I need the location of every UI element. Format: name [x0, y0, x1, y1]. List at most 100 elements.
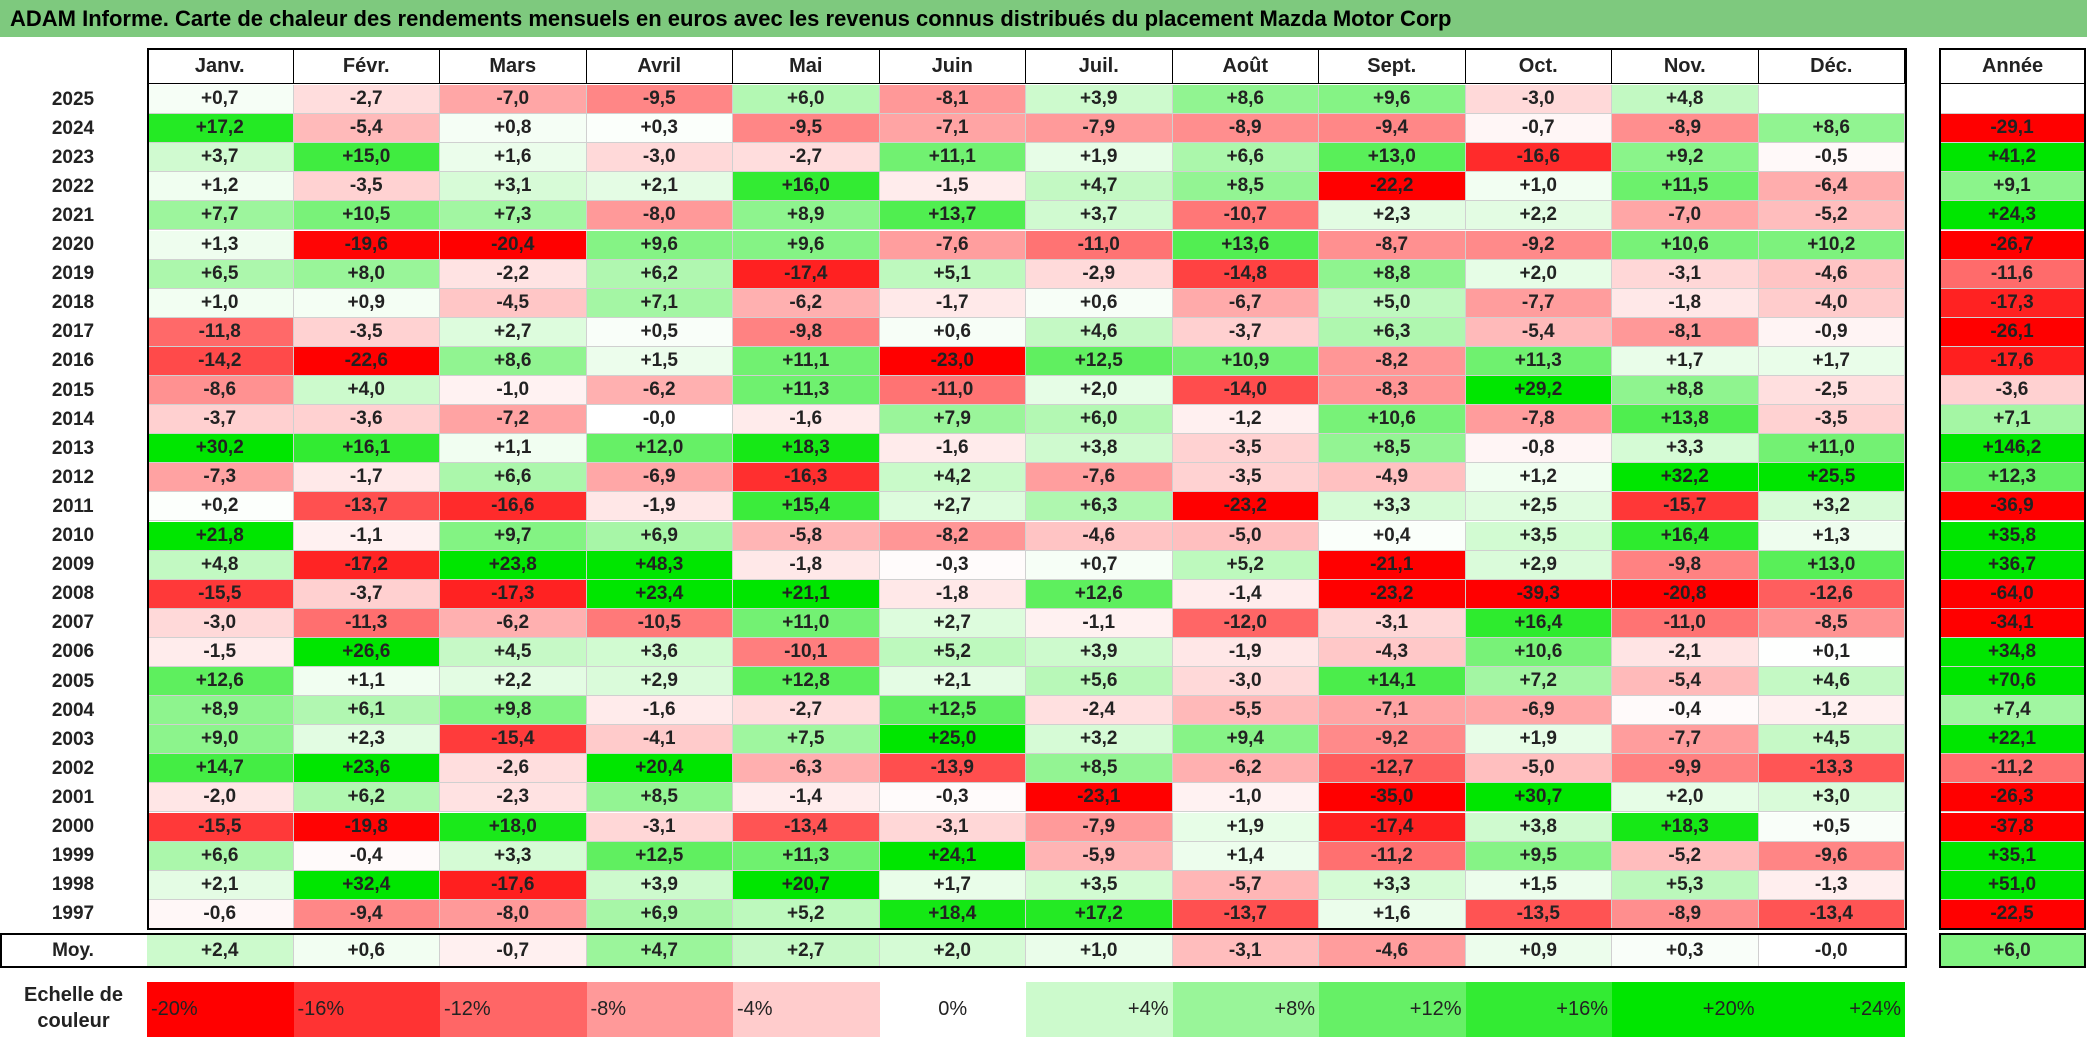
year-label: 1999: [51, 845, 95, 867]
scale-label-line1: Echelle de: [24, 984, 123, 1006]
heatmap-cell: +1,1: [293, 667, 440, 697]
heatmap-cell: -4,6: [1758, 259, 1905, 289]
heatmap-cell: +3,3: [1612, 434, 1759, 464]
heatmap-cell: +3,3: [440, 841, 587, 871]
heatmap-cell: +3,5: [1465, 521, 1612, 551]
heatmap-cell: +6,6: [147, 841, 294, 871]
heatmap-cell: +3,7: [1026, 201, 1173, 231]
annual-cell: +9,1: [1939, 172, 2086, 202]
heatmap-cell: -1,2: [1758, 696, 1905, 726]
heatmap-cell: -2,5: [1758, 376, 1905, 406]
heatmap-cell: +24,1: [879, 841, 1026, 871]
heatmap-cell: +12,6: [147, 667, 294, 697]
heatmap-cell: -7,9: [1026, 812, 1173, 842]
heatmap-cell: +16,1: [293, 434, 440, 464]
heatmap-cell: +0,6: [879, 317, 1026, 347]
heatmap-cell: -17,4: [733, 259, 880, 289]
heatmap-cell: -14,8: [1172, 259, 1319, 289]
heatmap-cell: -3,1: [1612, 259, 1759, 289]
heatmap-cell: -5,9: [1026, 841, 1173, 871]
heatmap-cell: +13,0: [1758, 550, 1905, 580]
month-header: Sept.: [1319, 48, 1466, 84]
heatmap-cell: +7,3: [440, 201, 587, 231]
heatmap-cell: -2,6: [440, 754, 587, 784]
heatmap-cell: -5,2: [1612, 841, 1759, 871]
heatmap-cell: +6,9: [586, 521, 733, 551]
heatmap-cell: +12,8: [733, 667, 880, 697]
heatmap-cell: +11,1: [733, 346, 880, 376]
average-cell: +2,7: [733, 935, 880, 967]
heatmap-cell: -1,6: [733, 405, 880, 435]
heatmap-cell: -0,7: [1465, 114, 1612, 144]
heatmap-cell: -9,6: [1758, 841, 1905, 871]
year-label: 2023: [51, 146, 95, 168]
heatmap-cell: +1,3: [147, 230, 294, 260]
heatmap-cell: -17,4: [1319, 812, 1466, 842]
heatmap-cell: +0,8: [440, 114, 587, 144]
heatmap-cell: +8,6: [1758, 114, 1905, 144]
annual-cell: +7,1: [1939, 405, 2086, 435]
heatmap-cell: +13,6: [1172, 230, 1319, 260]
heatmap-cell: +1,5: [1465, 870, 1612, 900]
heatmap-cell: +11,0: [733, 608, 880, 638]
heatmap-cell: +8,6: [1172, 85, 1319, 115]
annual-cell: +22,1: [1939, 725, 2086, 755]
heatmap-cell: -3,7: [1172, 317, 1319, 347]
heatmap-cell: +9,6: [586, 230, 733, 260]
heatmap-cell: +4,8: [1612, 85, 1759, 115]
annual-cell: +36,7: [1939, 550, 2086, 580]
heatmap-cell: +5,2: [879, 637, 1026, 667]
heatmap-cell: -0,3: [879, 550, 1026, 580]
heatmap-cell: +26,6: [293, 637, 440, 667]
heatmap-cell: -13,5: [1465, 899, 1612, 929]
annual-cell: +41,2: [1939, 143, 2086, 173]
heatmap-cell: +3,7: [147, 143, 294, 173]
heatmap-cell: -7,7: [1465, 288, 1612, 318]
average-cell: -0,7: [440, 935, 587, 967]
chart-title: ADAM Informe. Carte de chaleur des rende…: [0, 0, 2087, 37]
heatmap-cell: +2,1: [586, 172, 733, 202]
heatmap-cell: +5,2: [733, 899, 880, 929]
heatmap-cell: +3,1: [440, 172, 587, 202]
heatmap-cell: +6,0: [1026, 405, 1173, 435]
heatmap-cell: +8,8: [1612, 376, 1759, 406]
heatmap-cell: -8,3: [1319, 376, 1466, 406]
heatmap-cell: +5,6: [1026, 667, 1173, 697]
heatmap-cell: -1,0: [1172, 783, 1319, 813]
heatmap-cell: +2,1: [879, 667, 1026, 697]
heatmap-cell: +2,1: [147, 870, 294, 900]
heatmap-cell: +3,3: [1319, 492, 1466, 522]
scale-step: -16%: [293, 982, 440, 1037]
average-cell: -0,0: [1758, 935, 1905, 967]
heatmap-cell: +16,4: [1465, 608, 1612, 638]
heatmap-cell: +3,0: [1758, 783, 1905, 813]
heatmap-cell: -7,6: [879, 230, 1026, 260]
heatmap-cell: -8,9: [1612, 114, 1759, 144]
heatmap-cell: +9,4: [1172, 725, 1319, 755]
heatmap-cell: +7,7: [147, 201, 294, 231]
year-label: 2011: [52, 495, 94, 517]
heatmap-cell: -4,5: [440, 288, 587, 318]
heatmap-cell: -19,8: [293, 812, 440, 842]
heatmap-cell: -1,6: [586, 696, 733, 726]
year-label: 1998: [51, 874, 95, 896]
heatmap-cell: -5,5: [1172, 696, 1319, 726]
month-header: Janv.: [147, 48, 294, 84]
annual-cell: -29,1: [1939, 114, 2086, 144]
heatmap-cell: +48,3: [586, 550, 733, 580]
month-header: Oct.: [1465, 48, 1612, 84]
heatmap-cell: +6,3: [1026, 492, 1173, 522]
heatmap-cell: -17,6: [440, 870, 587, 900]
annual-cell: +70,6: [1939, 667, 2086, 697]
heatmap-cell: -14,0: [1172, 376, 1319, 406]
average-label: Moy.: [52, 940, 94, 961]
heatmap-cell: +15,0: [293, 143, 440, 173]
heatmap-cell: +5,3: [1612, 870, 1759, 900]
heatmap-cell: -3,7: [293, 579, 440, 609]
heatmap-cell: +3,9: [586, 870, 733, 900]
heatmap-cell: +21,1: [733, 579, 880, 609]
annual-cell: -11,6: [1939, 259, 2086, 289]
heatmap-cell: +12,5: [586, 841, 733, 871]
heatmap-cell: [1758, 85, 1905, 115]
heatmap-cell: +6,5: [147, 259, 294, 289]
